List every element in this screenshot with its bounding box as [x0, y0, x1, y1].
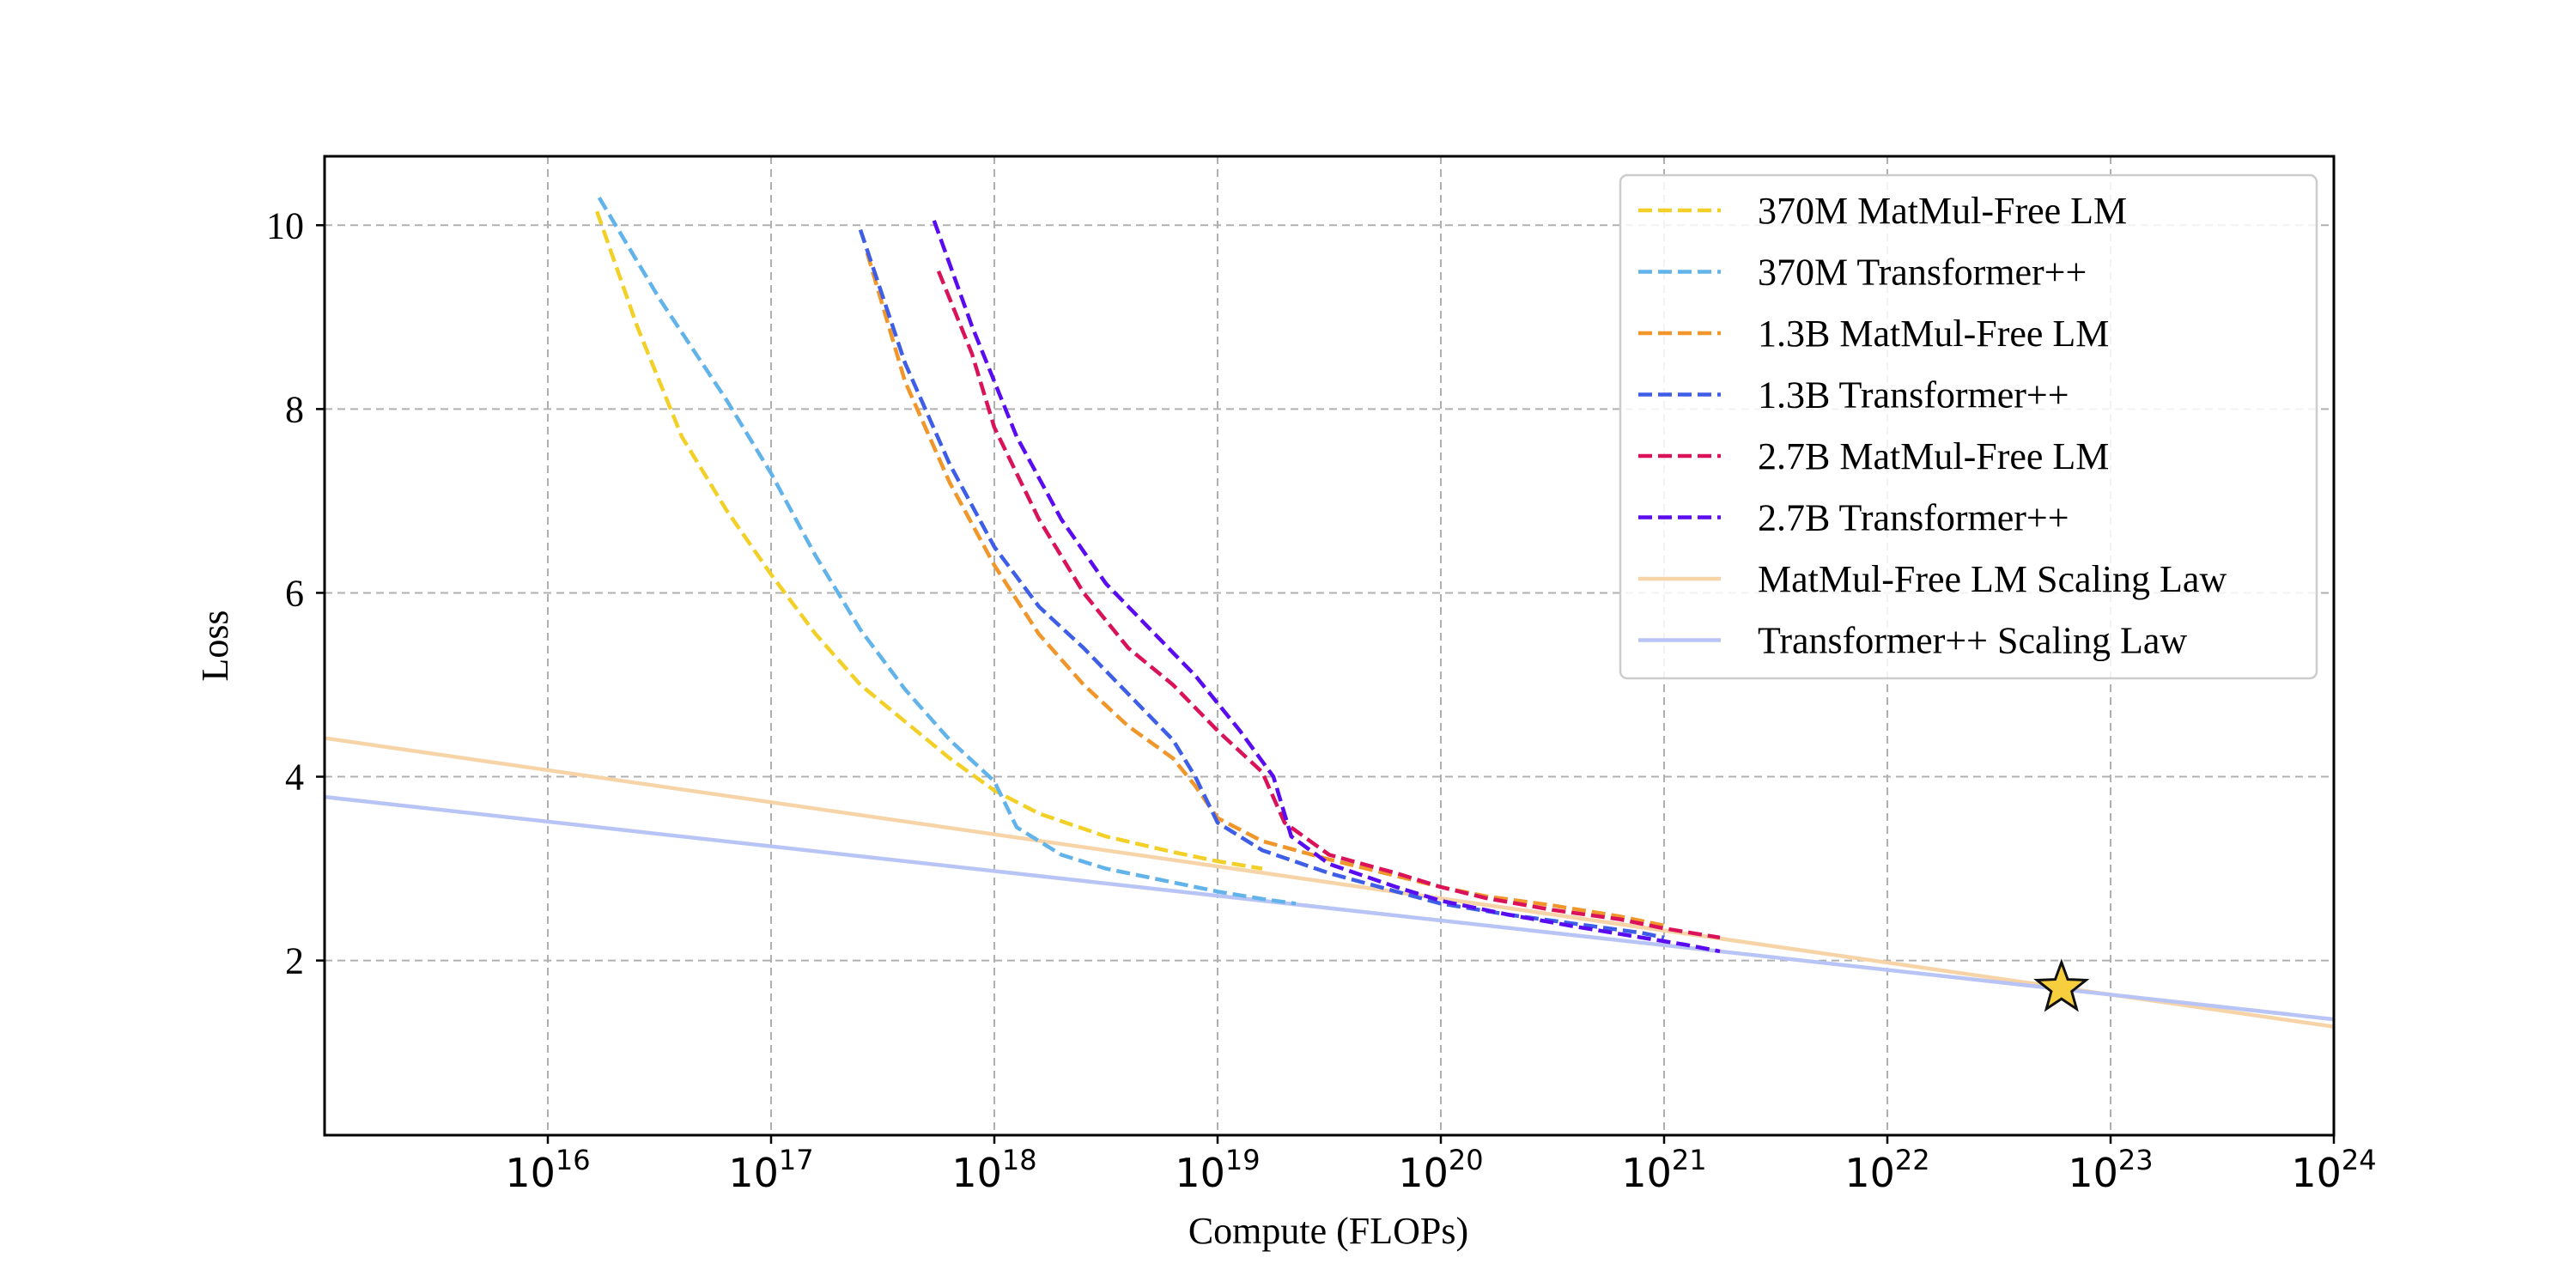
legend-label-2-7b-transformer: 2.7B Transformer++: [1758, 497, 2069, 539]
series-layer: [325, 197, 2334, 1029]
x-tick-label: 1016: [505, 1144, 590, 1196]
legend-frame: [1619, 173, 2318, 680]
legend: 370M MatMul-Free LM 370M Transformer++ 1.3…: [1619, 173, 2318, 680]
series-line-1-3b-matmul-free-lm: [865, 252, 1665, 928]
y-tick-label: 6: [285, 572, 304, 614]
x-axis-label: Compute (FLOPs): [1188, 1210, 1468, 1252]
series-line-2-7b-transformer: [932, 220, 1721, 954]
legend-label-matmul-free-lm-scaling-law: MatMul-Free LM Scaling Law: [1758, 558, 2227, 600]
x-tick-label: 1024: [2291, 1144, 2376, 1196]
x-tick-label: 1023: [2068, 1144, 2153, 1196]
x-tick-label: 1017: [728, 1144, 813, 1196]
series-line-2-7b-matmul-free-lm: [936, 270, 1721, 940]
x-tick-label: 1022: [1844, 1144, 1929, 1196]
y-tick-label: 2: [285, 940, 304, 982]
series-line-1-3b-transformer: [858, 228, 1665, 940]
x-tick-label: 1018: [951, 1144, 1036, 1196]
series-line-370m-transformer: [597, 197, 1297, 906]
x-tick-label: 1021: [1621, 1144, 1706, 1196]
x-tick-label: 1020: [1398, 1144, 1483, 1196]
legend-label-2-7b-matmul-free-lm: 2.7B MatMul-Free LM: [1758, 435, 2109, 477]
ticks-layer: 1016 1017 1018 1019 1020 1021 1022 1023 1024 2 4 6 8…: [266, 204, 2377, 1196]
y-tick-label: 8: [285, 388, 304, 430]
legend-label-1-3b-matmul-free-lm: 1.3B MatMul-Free LM: [1758, 313, 2109, 355]
x-tick-label: 1019: [1175, 1144, 1260, 1196]
y-axis-label: Loss: [194, 610, 236, 681]
legend-label-transformer-scaling-law: Transformer++ Scaling Law: [1758, 620, 2187, 662]
legend-label-1-3b-transformer: 1.3B Transformer++: [1758, 374, 2069, 416]
plot-frame: [323, 155, 2336, 1137]
legend-label-370m-transformer: 370M Transformer++: [1758, 252, 2087, 294]
y-tick-label: 4: [285, 756, 304, 799]
series-line-matmul-free-lm-scaling-law: [325, 736, 2334, 1029]
legend-label-370m-matmul-free-lm: 370M MatMul-Free LM: [1758, 190, 2127, 232]
star-marker: [2033, 958, 2090, 1012]
series-line-370m-matmul-free-lm: [595, 210, 1263, 871]
series-line-transformer-scaling-law: [325, 794, 2334, 1022]
y-tick-label: 10: [266, 204, 304, 246]
marker-layer: [2033, 958, 2090, 1012]
